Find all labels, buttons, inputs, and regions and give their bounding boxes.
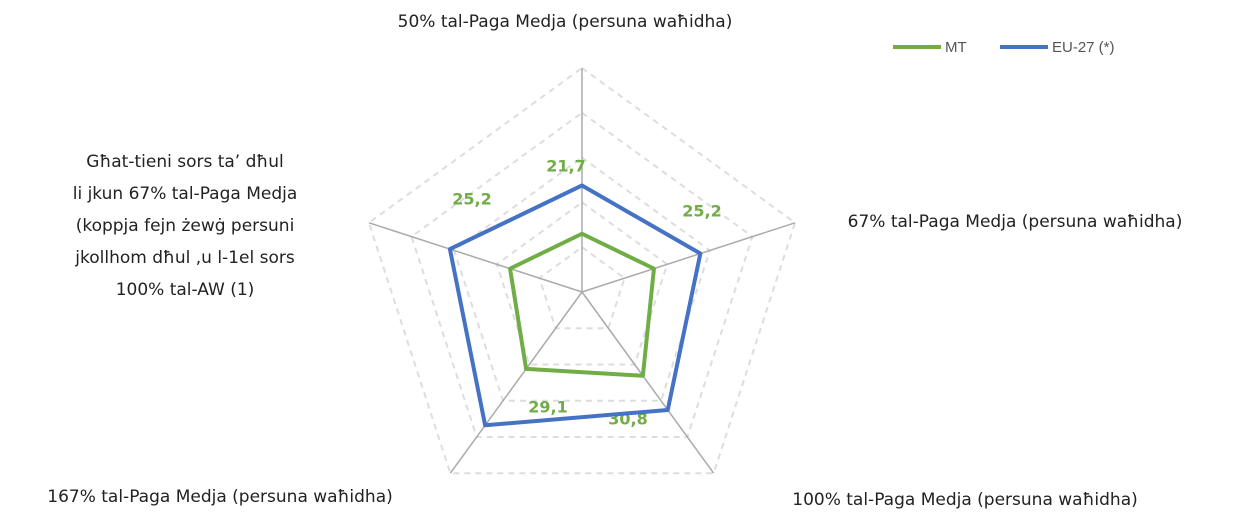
category-line: Għat-tieni sors ta’ dħul [86,152,283,172]
category-line: 100% tal-AW (1) [116,280,255,300]
value-label: 21,7 [546,157,585,176]
legend-label: MT [945,39,967,56]
category-label: 167% tal-Paga Medja (persuna waħidha) [47,487,393,507]
category-label: 100% tal-Paga Medja (persuna waħidha) [792,490,1138,510]
value-label: 29,1 [528,398,567,417]
series-line [508,231,656,378]
value-label: 25,2 [452,190,491,209]
legend-label: EU-27 (*) [1052,39,1115,56]
category-line: (koppja fejn żewġ persuni [76,216,295,236]
series-line [447,183,703,428]
category-label: 50% tal-Paga Medja (persuna waħidha) [398,12,733,32]
axis-spoke [581,222,796,293]
axis-spoke [449,291,583,474]
value-label: 25,2 [682,202,721,221]
axis-spoke [581,291,715,474]
category-line: li jkun 67% tal-Paga Medja [73,184,298,204]
category-label: Għat-tieni sors ta’ dħul li jkun 67% tal-… [73,152,298,300]
axis-spoke [368,222,583,293]
category-line: jkollhom dħul ,u l-1el sors [74,248,295,268]
category-label: 67% tal-Paga Medja (persuna waħidha) [848,212,1183,232]
